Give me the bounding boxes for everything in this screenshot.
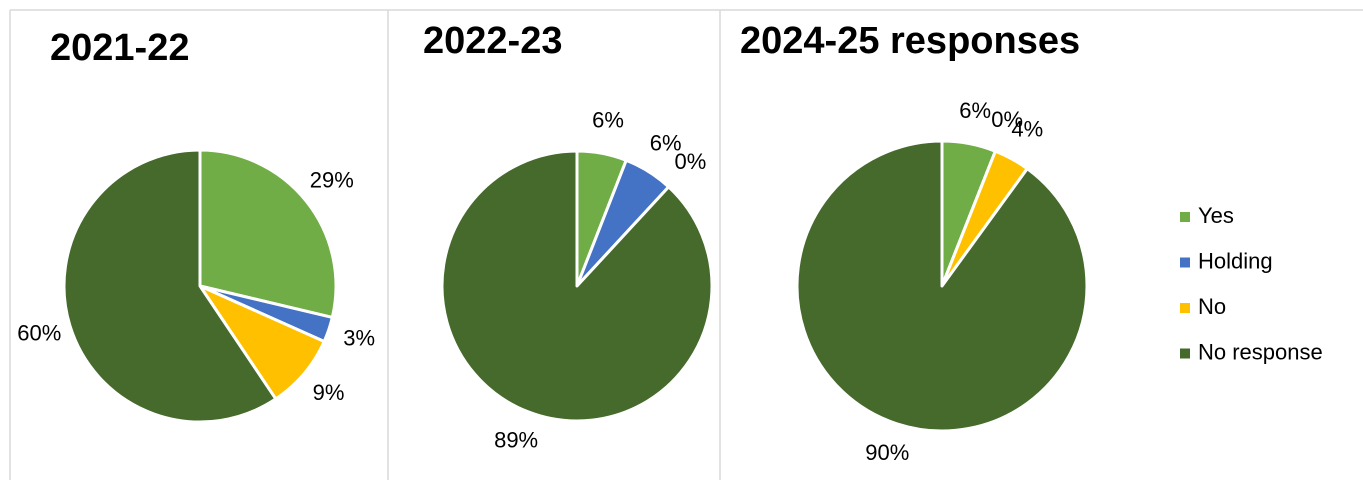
chart-title: 2024-25 responses (740, 20, 1080, 62)
data-label: 6% (592, 108, 624, 133)
legend-label: No (1198, 294, 1226, 319)
data-label: 9% (313, 380, 345, 405)
legend-label: No response (1198, 339, 1323, 364)
data-label: 0% (991, 107, 1023, 132)
data-label: 4% (1011, 117, 1043, 142)
legend-swatch (1180, 303, 1190, 313)
pie-slice (440, 149, 714, 423)
legend-swatch (1180, 348, 1190, 359)
legend-label: Holding (1198, 248, 1273, 273)
pie-slice (62, 148, 278, 424)
pie-slice (198, 148, 338, 319)
data-label: 6% (959, 98, 991, 123)
legend-swatch (1180, 257, 1190, 268)
data-label: 29% (310, 168, 354, 193)
chart-title: 2021-22 (50, 27, 189, 69)
chart-title: 2022-23 (423, 20, 562, 62)
data-label: 6% (650, 130, 682, 155)
data-label: 3% (343, 326, 375, 351)
legend-swatch (1180, 212, 1190, 222)
data-label: 89% (494, 427, 538, 452)
legend-label: Yes (1198, 203, 1234, 228)
pie-slice (795, 139, 1089, 433)
data-label: 60% (17, 321, 61, 346)
data-label: 0% (675, 149, 707, 174)
data-label: 90% (865, 440, 909, 465)
